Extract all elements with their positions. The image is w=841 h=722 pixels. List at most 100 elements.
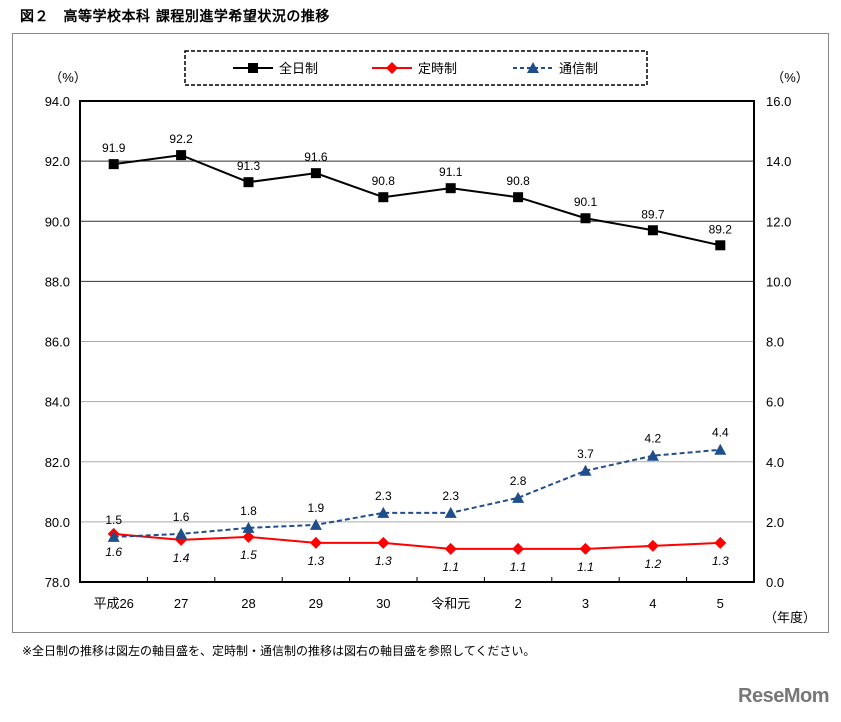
- triangle-marker: [377, 506, 390, 518]
- data-label: 1.1: [510, 560, 527, 574]
- series-line: [113, 532, 721, 550]
- x-tick-label: 28: [241, 596, 255, 611]
- data-label: 2.3: [442, 489, 459, 503]
- x-tick-label: 5: [717, 596, 724, 611]
- data-label: 92.2: [169, 132, 193, 146]
- triangle-marker: [714, 443, 727, 455]
- y-left-tick-label: 88.0: [45, 274, 70, 289]
- triangle-marker: [646, 449, 659, 461]
- diamond-marker: [714, 536, 727, 549]
- chart-frame: [12, 33, 829, 633]
- square-marker: [580, 213, 591, 224]
- y-left-tick-label: 94.0: [45, 94, 70, 109]
- legend-label: 全日制: [279, 61, 318, 77]
- y-left-tick-label: 84.0: [45, 395, 70, 410]
- y-left-tick-label: 80.0: [45, 515, 70, 530]
- data-label: 90.8: [506, 174, 530, 188]
- x-tick-label: 3: [582, 596, 589, 611]
- x-tick-label: 平成26: [93, 596, 133, 611]
- square-marker: [445, 183, 456, 194]
- triangle-marker: [107, 530, 120, 542]
- data-label: 2.3: [375, 489, 392, 503]
- data-label: 1.3: [308, 554, 325, 568]
- x-tick-label: 27: [174, 596, 188, 611]
- y-left-tick-label: 82.0: [45, 455, 70, 470]
- data-label: 2.8: [510, 474, 527, 488]
- data-labels: 91.9 92.2 91.3 91.6 90.8 91.1 90.8 90.1 89.7 89.2…: [102, 132, 732, 574]
- legend-diamond-icon: [386, 62, 398, 74]
- series-3: [107, 443, 727, 542]
- square-marker: [310, 168, 321, 179]
- diamond-marker: [512, 542, 525, 555]
- y-right-tick-label: 8.0: [766, 335, 784, 350]
- square-marker: [378, 192, 389, 203]
- resemom-logo: ReseMom: [738, 685, 829, 707]
- square-marker: [243, 177, 254, 188]
- x-tick-label: 30: [376, 596, 390, 611]
- data-label: 1.6: [105, 545, 122, 559]
- data-label: 91.6: [304, 150, 328, 164]
- axes: 94.0 92.0 90.0 88.0 86.0 84.0 82.0 80.0 78.0 16.0…: [45, 70, 816, 625]
- data-label: 4.2: [645, 432, 662, 446]
- gridlines: [80, 160, 754, 523]
- triangle-marker: [579, 464, 592, 476]
- series-2: [107, 527, 727, 555]
- y-right-tick-label: 0.0: [766, 575, 784, 590]
- triangle-marker: [512, 491, 525, 503]
- y-left-tick-label: 78.0: [45, 575, 70, 590]
- data-label: 91.3: [237, 159, 261, 173]
- triangle-marker: [175, 527, 188, 539]
- data-label: 1.1: [442, 560, 459, 574]
- legend-triangle-icon: [527, 62, 539, 73]
- y-left-tick-label: 86.0: [45, 335, 70, 350]
- square-marker: [715, 240, 726, 251]
- y-left-tick-label: 90.0: [45, 214, 70, 229]
- diamond-marker: [579, 542, 592, 555]
- data-label: 1.6: [173, 510, 190, 524]
- y-right-tick-label: 12.0: [766, 214, 791, 229]
- y-right-tick-label: 2.0: [766, 515, 784, 530]
- series-line: [113, 154, 721, 247]
- data-label: 1.3: [375, 554, 392, 568]
- legend-square-icon: [248, 63, 258, 73]
- y-right-tick-label: 10.0: [766, 274, 791, 289]
- x-tick-label: 29: [309, 596, 323, 611]
- diamond-marker: [242, 530, 255, 543]
- data-label: 1.1: [577, 560, 594, 574]
- y-right-axis-label: （%）: [771, 70, 809, 85]
- x-axis-label: （年度）: [764, 610, 816, 625]
- square-marker: [108, 159, 119, 170]
- data-label: 89.2: [709, 222, 733, 236]
- series-1: [108, 150, 726, 251]
- footnote: ※全日制の推移は図左の軸目盛を、定時制・通信制の推移は図右の軸目盛を参照してくだ…: [22, 644, 536, 658]
- diamond-marker: [377, 536, 390, 549]
- data-label: 89.7: [641, 207, 665, 221]
- data-label: 1.9: [308, 501, 325, 515]
- data-label: 3.7: [577, 447, 594, 461]
- square-marker: [176, 150, 187, 161]
- legend-label: 通信制: [559, 62, 598, 77]
- diamond-marker: [646, 539, 659, 552]
- triangle-marker: [444, 506, 457, 518]
- y-left-tick-label: 92.0: [45, 154, 70, 169]
- y-right-tick-label: 14.0: [766, 154, 791, 169]
- x-tick-label: 令和元: [431, 596, 470, 611]
- square-marker: [647, 225, 658, 236]
- data-label: 4.4: [712, 426, 729, 440]
- data-label: 91.9: [102, 141, 126, 155]
- x-tick-label: 2: [514, 596, 521, 611]
- x-tick-label: 4: [649, 596, 656, 611]
- triangle-marker: [242, 521, 255, 533]
- data-label: 1.4: [173, 551, 190, 565]
- data-label: 91.1: [439, 165, 463, 179]
- square-marker: [513, 192, 524, 203]
- series-group: [107, 150, 727, 555]
- series-line: [113, 448, 721, 538]
- diamond-marker: [444, 542, 457, 555]
- y-right-tick-label: 6.0: [766, 395, 784, 410]
- data-label: 1.2: [645, 557, 662, 571]
- y-right-tick-label: 4.0: [766, 455, 784, 470]
- data-label: 1.5: [105, 513, 122, 527]
- diamond-marker: [309, 536, 322, 549]
